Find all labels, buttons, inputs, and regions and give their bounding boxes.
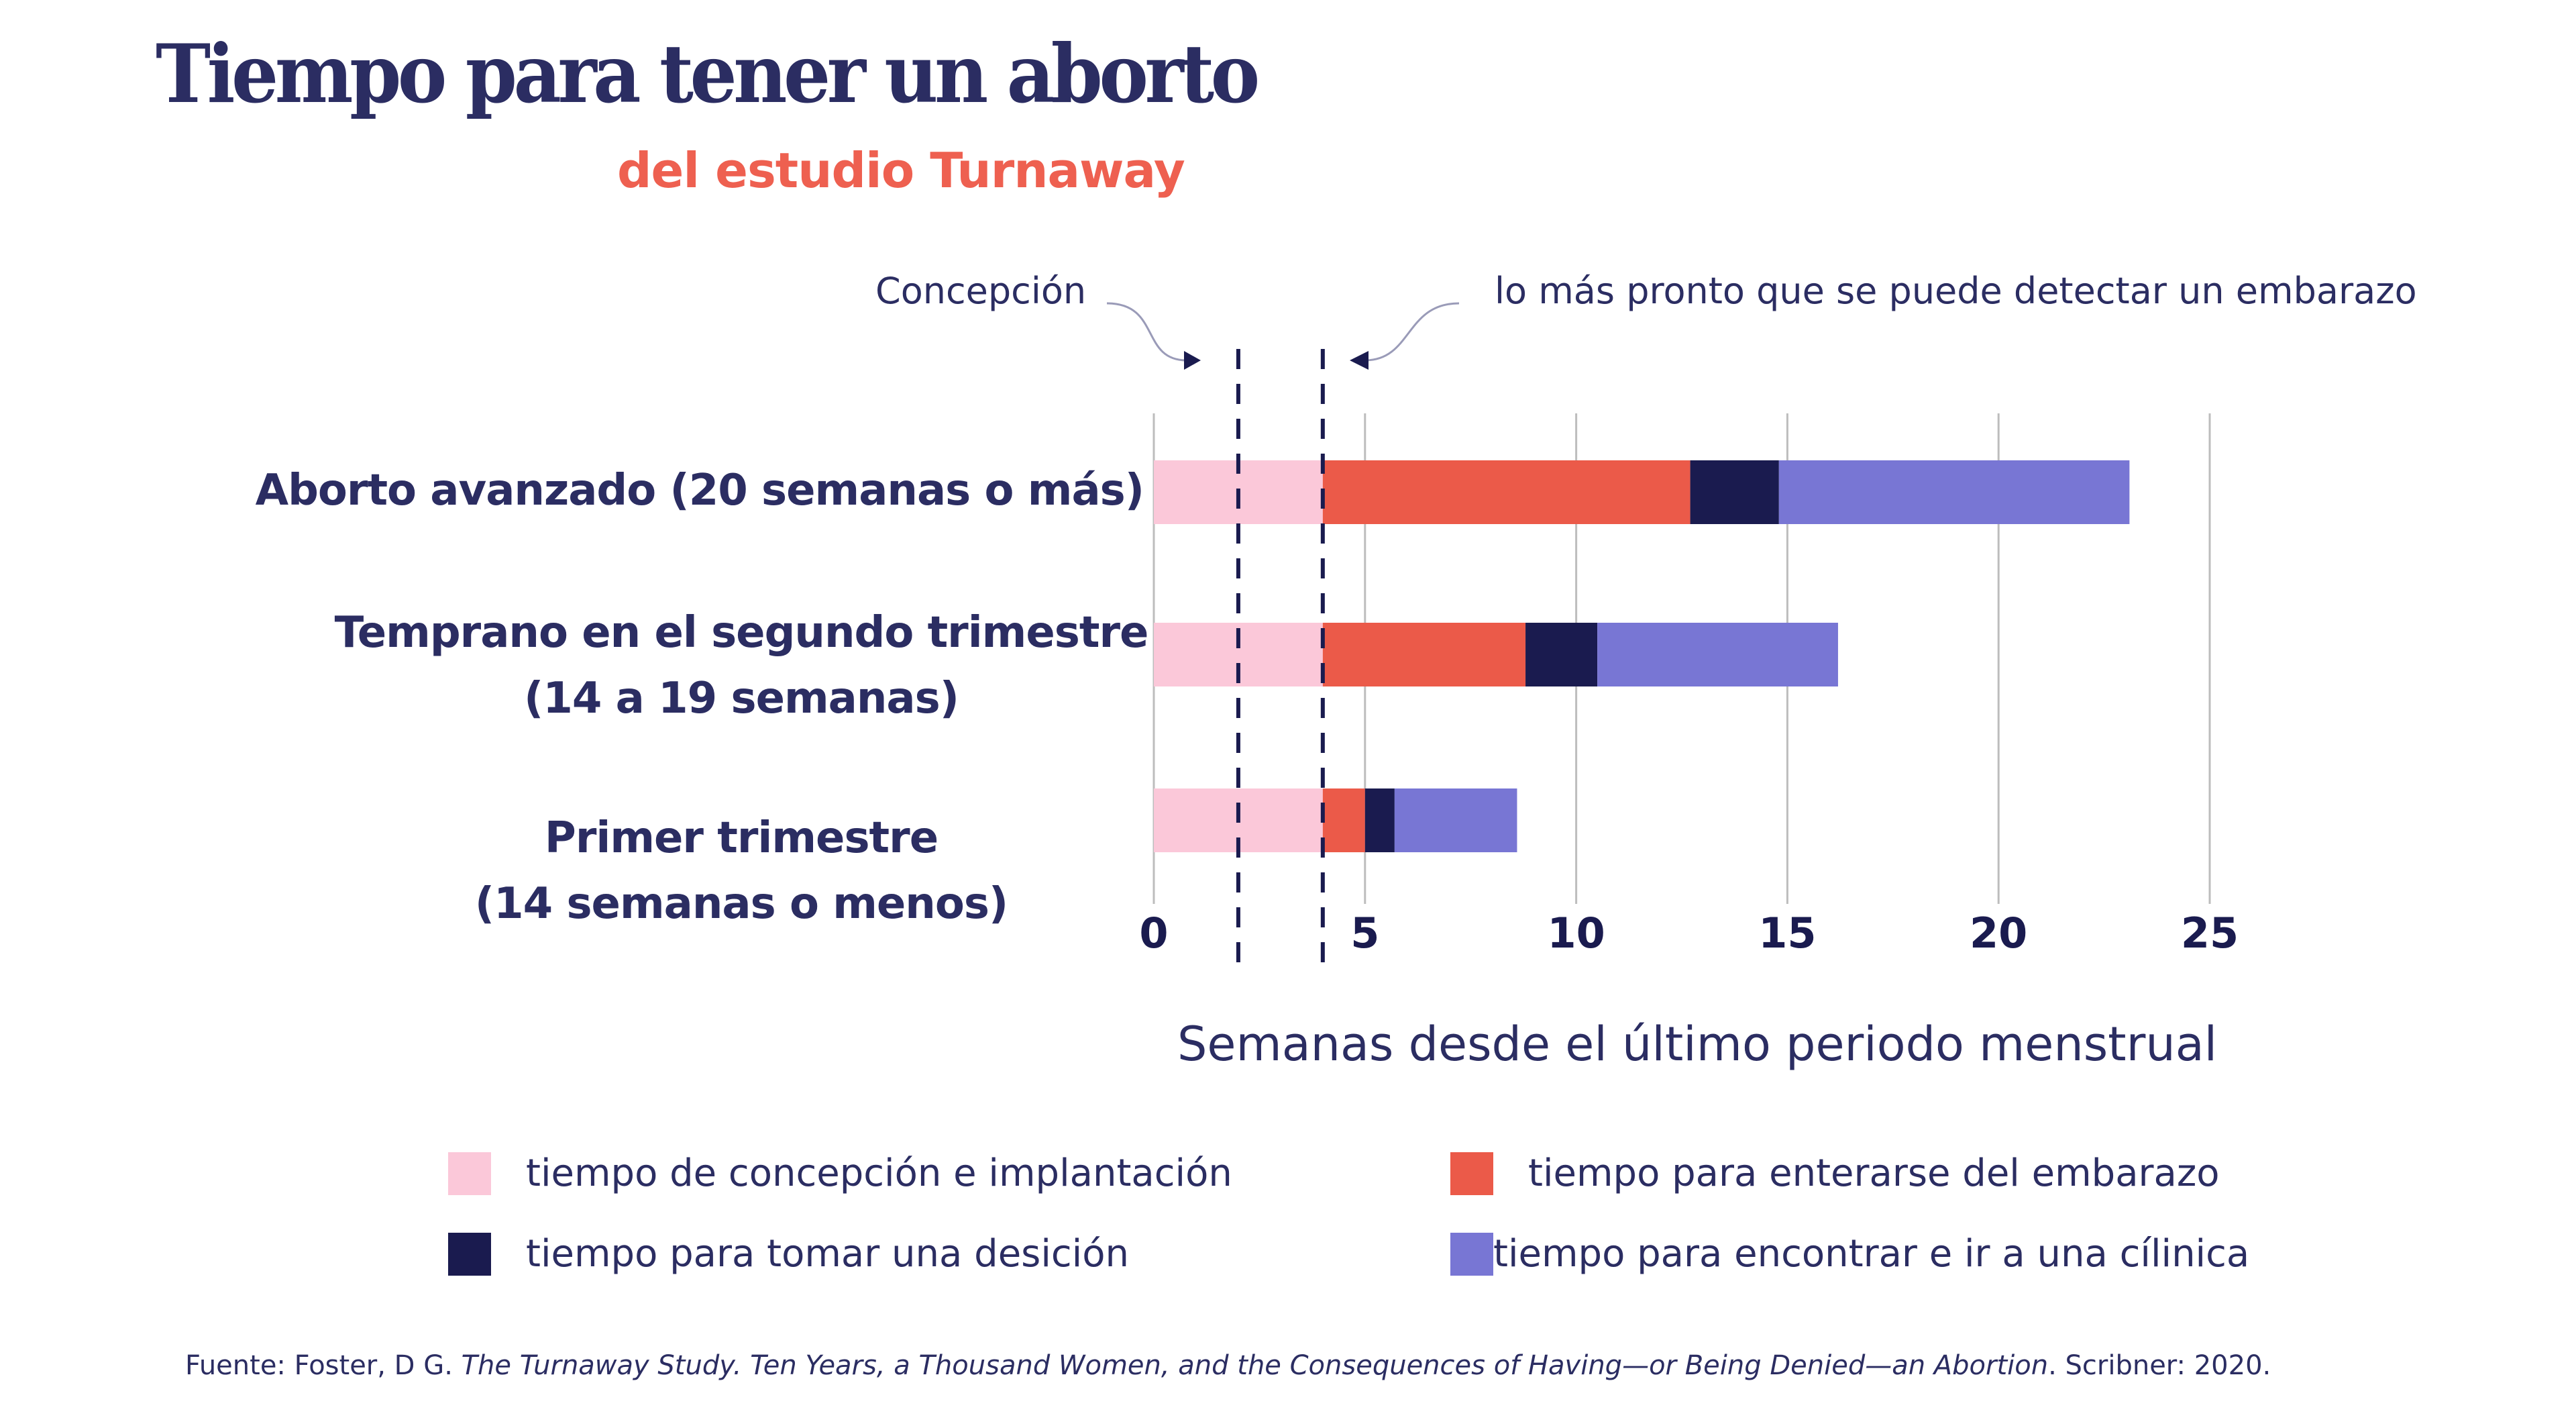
source-author: Foster, D G. [285, 1350, 462, 1381]
legend-swatch [448, 1152, 491, 1195]
legend-label: tiempo para encontrar e ir a una cílinic… [1493, 1232, 2250, 1276]
source-prefix: Fuente: [185, 1350, 286, 1381]
bar-segment [1364, 788, 1395, 852]
category-label-line1: Primer trimestre [544, 813, 938, 863]
annotation-detection: lo más pronto que se puede detectar un e… [1495, 270, 2417, 312]
category-label-line1: Aborto avanzado (20 semanas o más) [255, 466, 1144, 515]
chart-title: Tiempo para tener un aborto [156, 27, 1260, 121]
x-tick-label: 15 [1758, 909, 1816, 958]
category-label-late: Aborto avanzado (20 semanas o más) [256, 458, 1144, 523]
legend-label: tiempo de concepción e implantación [526, 1152, 1232, 1195]
bar-segment [1525, 623, 1598, 686]
annotation-arrows [1106, 302, 1460, 370]
x-tick-label: 10 [1547, 909, 1605, 958]
bar-segment [1322, 788, 1365, 852]
bar-segment [1322, 623, 1526, 686]
source-book-title: The Turnaway Study. Ten Years, a Thousan… [461, 1350, 2049, 1381]
conception-arrow-curve [1106, 302, 1187, 362]
source-citation: Fuente: Foster, D G. The Turnaway Study.… [185, 1350, 2271, 1381]
bar-segment [1597, 623, 1838, 686]
legend-item-conception: tiempo de concepción e implantación [448, 1152, 1232, 1195]
bar-segment [1778, 460, 2130, 524]
bar-segment [1690, 460, 1779, 524]
category-label-line2: (14 semanas o menos) [474, 879, 1008, 929]
bar-segment [1322, 460, 1690, 524]
x-tick-label: 0 [1139, 909, 1168, 958]
x-tick-label: 25 [2181, 909, 2239, 958]
bar-segment [1394, 788, 1517, 852]
category-label-line2: (14 a 19 semanas) [524, 674, 959, 723]
x-axis-label: Semanas desde el último periodo menstrua… [1177, 1017, 2218, 1072]
conception-arrow-head [1184, 351, 1201, 370]
x-axis-ticks: 0 5 10 15 20 25 [1139, 909, 2239, 958]
annotation-conception: Concepción [875, 270, 1087, 312]
chart-subtitle: del estudio Turnaway [617, 142, 1185, 199]
legend-swatch [448, 1232, 491, 1276]
legend-swatch [1450, 1152, 1493, 1195]
legend-label: tiempo para tomar una desición [526, 1232, 1129, 1276]
x-tick-label: 20 [1970, 909, 2027, 958]
source-publisher: . Scribner: 2020. [2048, 1350, 2271, 1381]
category-label-early-second: Temprano en el segundo trimestre (14 a 1… [268, 600, 1214, 731]
legend-swatch [1450, 1232, 1493, 1276]
legend-item-find-clinic: tiempo para encontrar e ir a una cílinic… [1450, 1232, 2249, 1276]
category-label-first-trimester: Primer trimestre (14 semanas o menos) [268, 805, 1214, 937]
detection-arrow-curve [1365, 302, 1460, 362]
legend-item-decide: tiempo para tomar una desición [448, 1232, 1129, 1276]
category-label-line1: Temprano en el segundo trimestre [334, 608, 1149, 658]
x-tick-label: 5 [1350, 909, 1379, 958]
legend-label: tiempo para enterarse del embarazo [1528, 1152, 2220, 1195]
bars [1154, 460, 2130, 852]
detection-arrow-head [1350, 351, 1368, 370]
legend-item-learn-pregnancy: tiempo para enterarse del embarazo [1450, 1152, 2220, 1195]
